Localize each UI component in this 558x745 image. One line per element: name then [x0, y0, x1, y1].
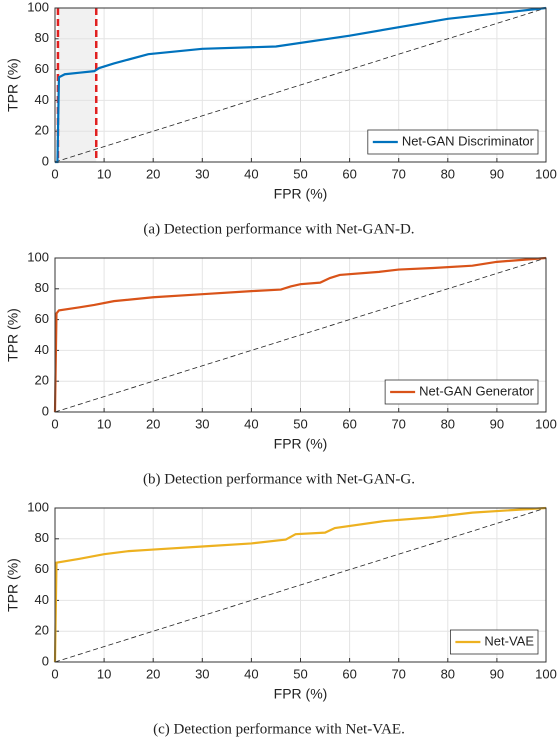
x-tick-label: 90 [490, 416, 504, 431]
x-axis-label: FPR (%) [274, 186, 328, 202]
x-tick-label: 10 [97, 666, 111, 681]
y-tick-label: 40 [35, 592, 49, 607]
caption: (b) Detection performance with Net-GAN-G… [143, 471, 415, 487]
x-tick-label: 0 [51, 666, 58, 681]
y-tick-label: 100 [27, 0, 49, 14]
x-tick-label: 100 [535, 166, 557, 181]
x-axis-label: FPR (%) [274, 686, 328, 702]
x-tick-label: 100 [535, 416, 557, 431]
y-tick-label: 20 [35, 623, 49, 638]
x-tick-label: 80 [441, 666, 455, 681]
y-tick-label: 40 [35, 342, 49, 357]
legend: Net-GAN Generator [384, 379, 539, 405]
x-tick-label: 90 [490, 166, 504, 181]
caption: (c) Detection performance with Net-VAE. [153, 721, 405, 737]
x-tick-label: 60 [342, 416, 356, 431]
plot-frame [54, 7, 547, 163]
highlight-region [57, 8, 97, 162]
y-tick-label: 80 [35, 530, 49, 545]
y-axis-label: TPR (%) [5, 558, 21, 612]
x-tick-label: 20 [146, 166, 160, 181]
x-tick-label: 0 [51, 416, 58, 431]
y-tick-label: 80 [35, 280, 49, 295]
x-tick-label: 100 [535, 666, 557, 681]
x-tick-label: 40 [244, 666, 258, 681]
legend: Net-VAE [449, 629, 539, 655]
chance-line [54, 507, 547, 663]
x-tick-label: 40 [244, 166, 258, 181]
x-tick-label: 50 [293, 416, 307, 431]
plot-frame [54, 507, 547, 663]
y-tick-label: 0 [42, 653, 49, 668]
y-tick-label: 80 [35, 30, 49, 45]
x-tick-label: 10 [97, 416, 111, 431]
y-tick-label: 20 [35, 123, 49, 138]
y-tick-label: 60 [35, 61, 49, 76]
y-tick-label: 40 [35, 92, 49, 107]
caption: (a) Detection performance with Net-GAN-D… [143, 221, 414, 237]
x-tick-label: 50 [293, 166, 307, 181]
x-tick-label: 20 [146, 666, 160, 681]
x-tick-label: 80 [441, 166, 455, 181]
y-axis-label: TPR (%) [5, 58, 21, 112]
x-tick-label: 60 [342, 666, 356, 681]
roc-curve [53, 256, 547, 413]
x-tick-label: 30 [195, 166, 209, 181]
x-tick-label: 50 [293, 666, 307, 681]
roc-curve [55, 6, 547, 164]
x-tick-label: 20 [146, 416, 160, 431]
y-tick-label: 60 [35, 311, 49, 326]
y-tick-label: 20 [35, 373, 49, 388]
legend: Net-GAN Discriminator [367, 129, 539, 155]
x-tick-label: 30 [195, 416, 209, 431]
x-tick-label: 70 [391, 666, 405, 681]
x-tick-label: 80 [441, 416, 455, 431]
legend-label: Net-GAN Generator [419, 383, 535, 398]
x-tick-label: 70 [391, 416, 405, 431]
chance-line [54, 7, 547, 163]
x-tick-label: 10 [97, 166, 111, 181]
y-axis-label: TPR (%) [5, 308, 21, 362]
x-tick-label: 0 [51, 166, 58, 181]
legend-label: Net-GAN Discriminator [402, 133, 535, 148]
x-tick-label: 90 [490, 666, 504, 681]
roc-curve [53, 506, 547, 663]
y-tick-label: 100 [27, 499, 49, 514]
x-tick-label: 40 [244, 416, 258, 431]
y-tick-label: 100 [27, 249, 49, 264]
y-tick-label: 0 [42, 153, 49, 168]
y-tick-label: 0 [42, 403, 49, 418]
chance-line [54, 257, 547, 413]
x-axis-label: FPR (%) [274, 436, 328, 452]
plot-frame [54, 257, 547, 413]
legend-label: Net-VAE [484, 633, 534, 648]
y-tick-label: 60 [35, 561, 49, 576]
x-tick-label: 30 [195, 666, 209, 681]
x-tick-label: 70 [391, 166, 405, 181]
x-tick-label: 60 [342, 166, 356, 181]
